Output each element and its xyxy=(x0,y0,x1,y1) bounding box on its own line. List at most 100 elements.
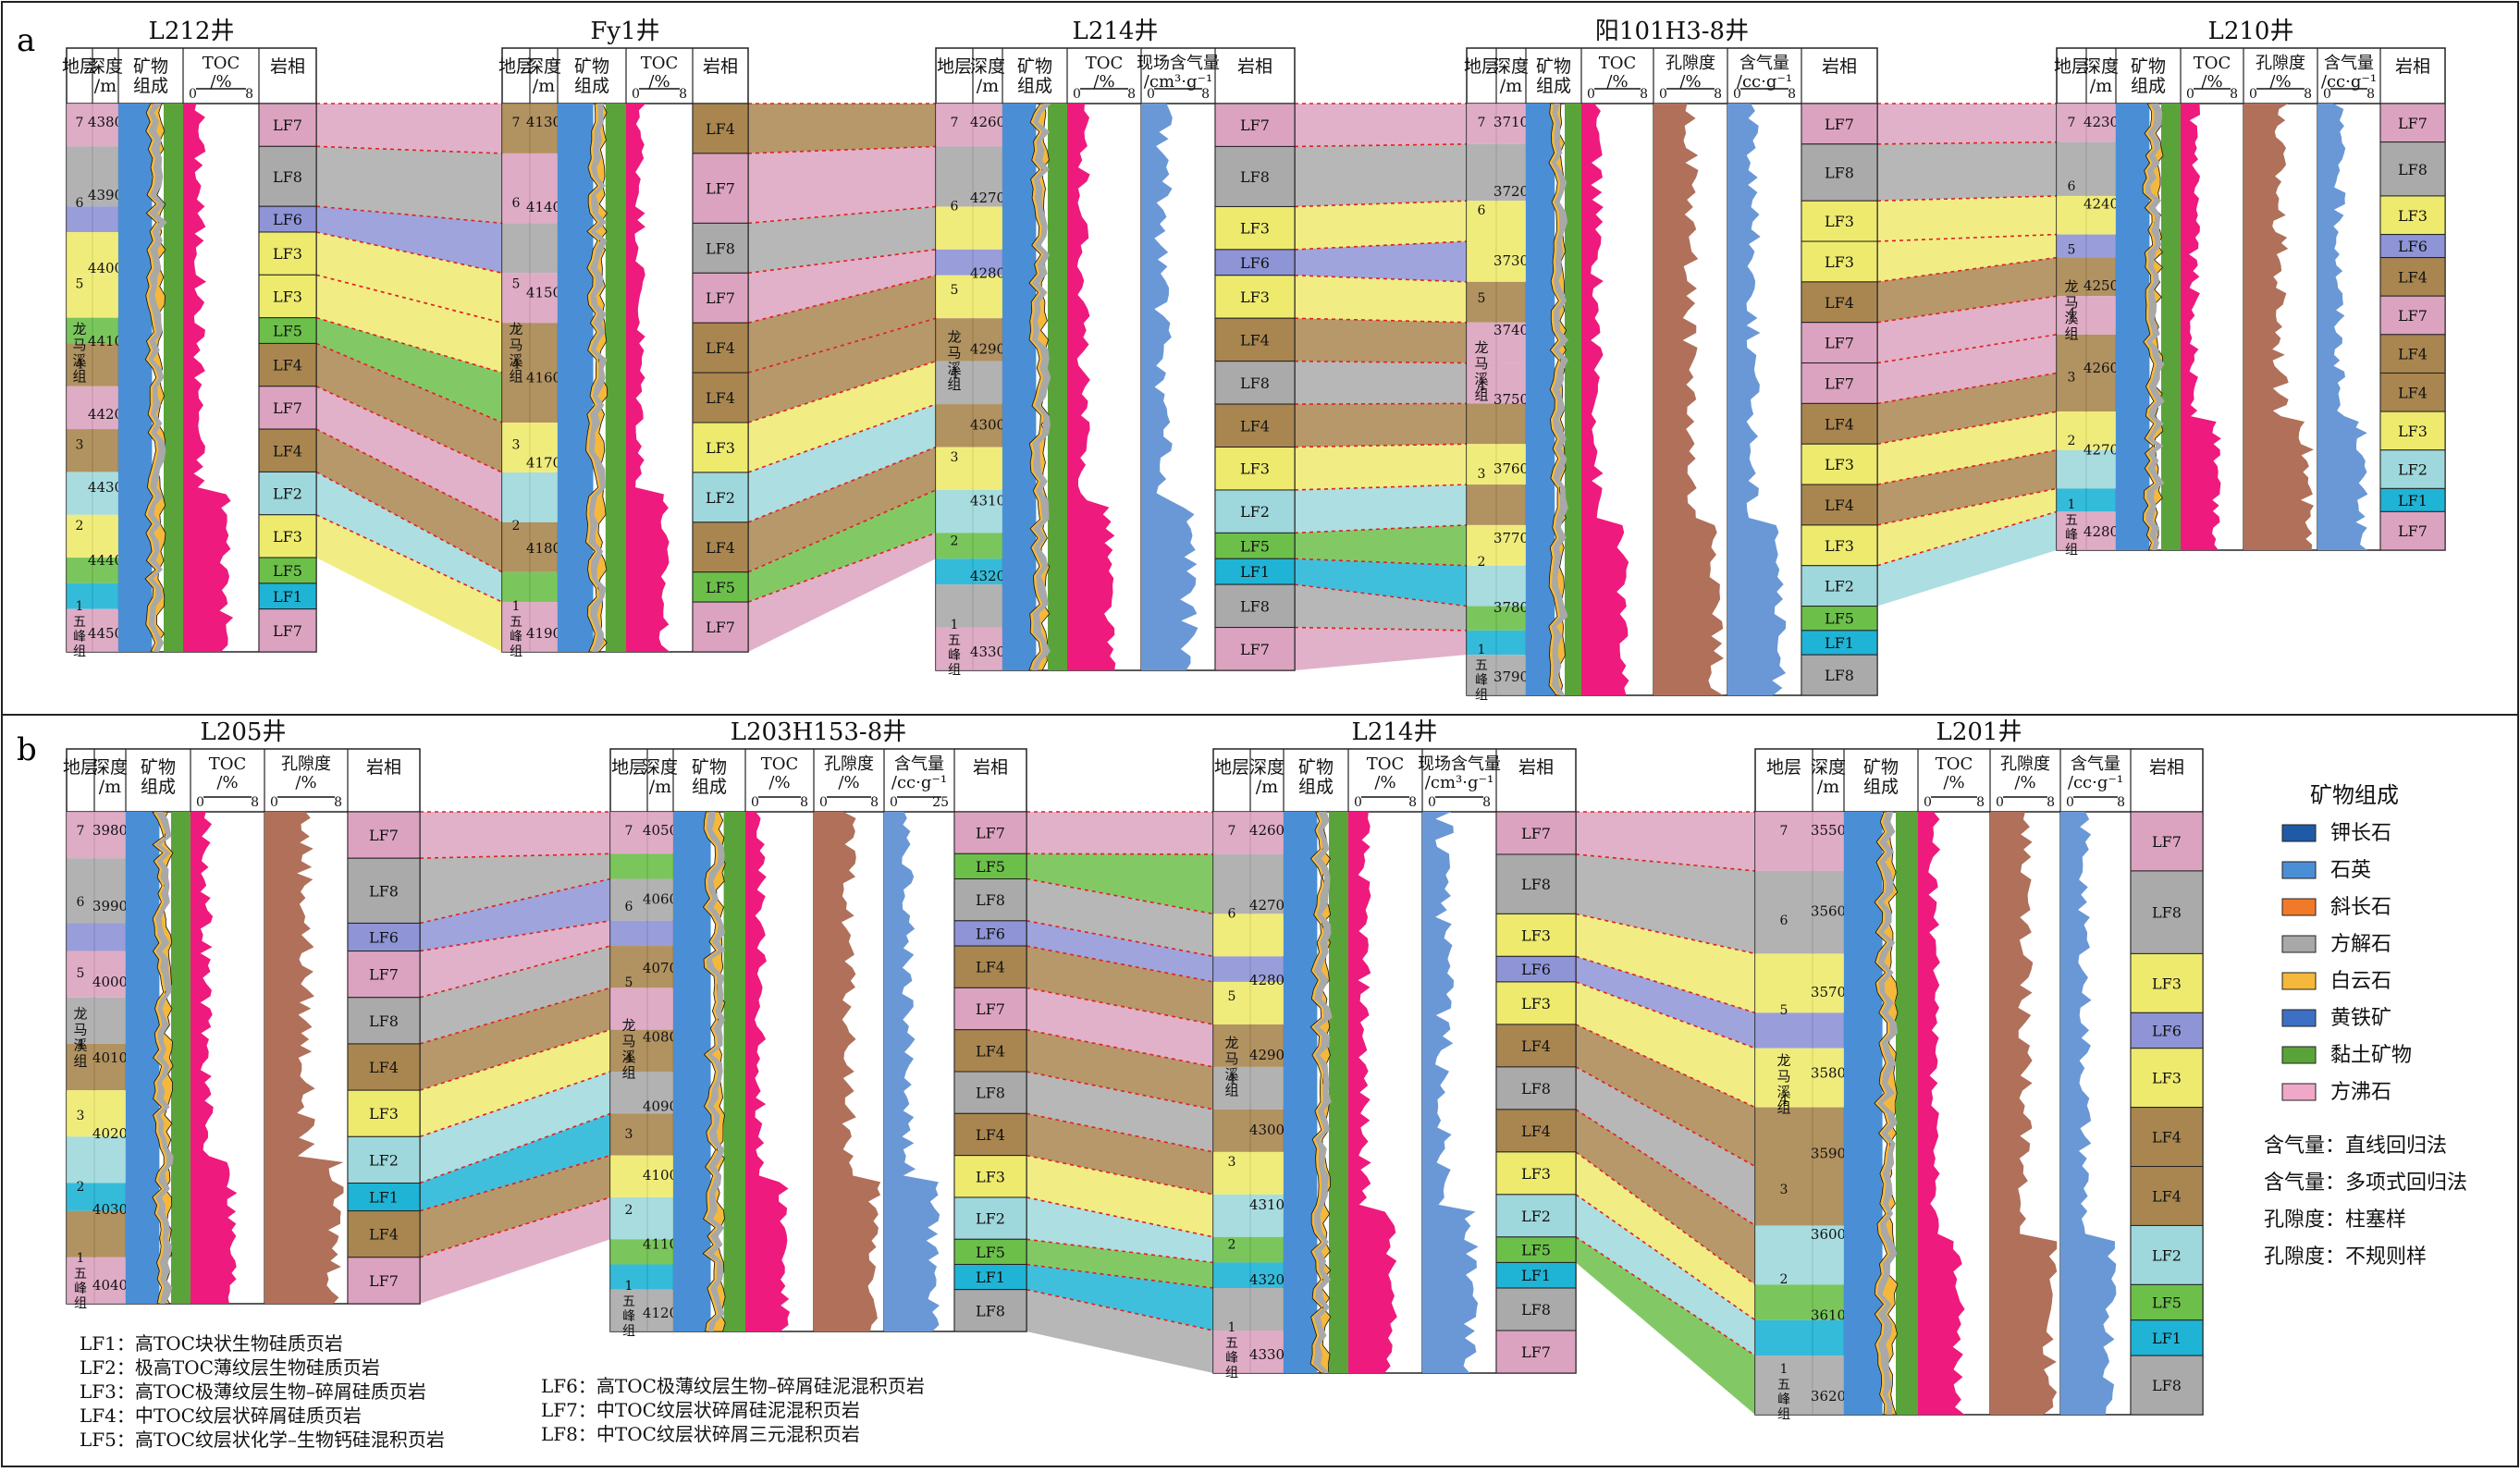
facies-band-bg xyxy=(1755,953,1844,1013)
column-header-porosity: /% xyxy=(295,773,316,792)
column-header-depth: 深度 xyxy=(1249,757,1285,778)
facies-label: LF4 xyxy=(706,389,735,407)
correlation-line xyxy=(315,145,503,154)
correlation-line xyxy=(419,1196,611,1258)
column-header-depth: /m xyxy=(649,777,671,797)
unit-label: 6 xyxy=(951,200,959,215)
facies-box xyxy=(2379,295,2446,336)
facies-band-bg xyxy=(936,318,1002,362)
facies-box xyxy=(692,272,749,324)
facies-box xyxy=(258,386,317,430)
facies-band-bg xyxy=(1755,1319,1844,1356)
scale-min: 0 xyxy=(2066,795,2074,810)
facies-box xyxy=(1495,913,1577,957)
facies-box xyxy=(2379,257,2446,297)
depth-tick: 4050 xyxy=(643,822,678,839)
facies-box xyxy=(953,1263,1027,1291)
scale-max: 8 xyxy=(1788,87,1796,102)
correlation-band xyxy=(1295,558,1467,607)
calcite-band xyxy=(154,812,174,1304)
column-header-toc: TOC xyxy=(2194,54,2231,73)
facies-box xyxy=(258,103,317,147)
legend-swatch xyxy=(2281,898,2317,916)
depth-tick: 4240 xyxy=(2084,196,2119,213)
column-header-porosity: /% xyxy=(1679,72,1701,92)
column-header-mineral: 组成 xyxy=(1017,76,1052,96)
facies-box xyxy=(1495,1109,1577,1153)
correlation-band xyxy=(1026,1155,1213,1237)
facies-label: LF7 xyxy=(1521,1343,1551,1361)
formation-label: 龙 xyxy=(1474,339,1488,356)
unit-label: 6 xyxy=(2068,179,2076,194)
depth-tick: 4180 xyxy=(526,540,561,557)
correlation-line xyxy=(419,945,611,999)
clay-fill xyxy=(2161,104,2181,550)
column-header-facies: 岩相 xyxy=(2149,757,2184,778)
facies-band-bg xyxy=(2057,141,2116,196)
gas-content-curve xyxy=(1727,104,1787,695)
facies-band-bg xyxy=(2057,234,2116,258)
column-header-depth: /m xyxy=(533,76,555,96)
depth-tick: 4280 xyxy=(1249,972,1285,988)
correlation-band xyxy=(420,1113,610,1211)
facies-band-bg xyxy=(67,146,118,207)
correlation-line xyxy=(315,386,503,473)
correlation-band xyxy=(420,946,610,1044)
unit-label: 5 xyxy=(77,966,85,981)
facies-label: LF5 xyxy=(976,1244,1005,1261)
correlation-line xyxy=(1294,402,1468,405)
correlation-line xyxy=(1575,853,1756,872)
correlation-line xyxy=(1575,1151,1756,1286)
correlation-band xyxy=(420,1155,610,1257)
formation-label: 马 xyxy=(1474,355,1488,372)
column-header-depth: /m xyxy=(1500,76,1522,96)
column-header-fieldgas: 现场含气量 xyxy=(1137,54,1220,73)
facies-band-bg xyxy=(610,1289,673,1331)
column-header-mineral: 组成 xyxy=(692,777,727,797)
formation-label: 峰 xyxy=(510,630,522,644)
facies-label: LF7 xyxy=(706,289,735,307)
facies-box xyxy=(2130,1224,2204,1285)
clay-fill xyxy=(1048,104,1067,670)
unit-label: 3 xyxy=(2068,370,2076,385)
facies-box xyxy=(258,514,317,558)
scale-max: 8 xyxy=(800,795,808,810)
facies-label: LF4 xyxy=(706,539,735,557)
facies-band-bg xyxy=(610,1196,673,1240)
facies-band-bg xyxy=(936,558,1002,585)
column-header-formation: 地层 xyxy=(1214,757,1249,778)
formation-label: 溪 xyxy=(947,360,961,376)
depth-tick: 4230 xyxy=(2084,114,2119,130)
correlation-band xyxy=(1295,275,1467,323)
facies-box xyxy=(1801,402,1878,445)
unit-label: 2 xyxy=(951,534,959,549)
scale-min: 0 xyxy=(2186,87,2194,102)
unit-label: 7 xyxy=(512,116,521,130)
correlation-band xyxy=(1295,143,1467,207)
depth-tick: 4100 xyxy=(643,1167,678,1184)
facies-band-bg xyxy=(1755,1048,1844,1108)
facies-label: LF7 xyxy=(273,622,302,640)
correlation-band xyxy=(316,206,502,274)
facies-label: LF7 xyxy=(273,399,302,417)
correlation-band xyxy=(1026,1196,1213,1263)
formation-label: 龙 xyxy=(72,321,86,337)
depth-tick: 3570 xyxy=(1811,984,1846,1000)
facies-label: LF7 xyxy=(1521,825,1551,842)
scale-min: 0 xyxy=(751,795,759,810)
correlation-band xyxy=(1295,444,1467,490)
facies-band-bg xyxy=(2057,296,2116,335)
correlation-band xyxy=(1026,1113,1213,1195)
depth-tick: 4070 xyxy=(643,960,678,976)
facies-label: LF1 xyxy=(2398,492,2428,509)
facies-band-bg xyxy=(1467,322,1526,363)
correlation-band xyxy=(1026,1072,1213,1152)
correlation-line xyxy=(1026,1071,1214,1110)
facies-band-bg xyxy=(1467,281,1526,323)
column-header-depth: 深度 xyxy=(643,757,678,778)
column-header-gas: 含气量 xyxy=(1739,54,1789,73)
scale-max: 8 xyxy=(2047,795,2055,810)
facies-box xyxy=(692,601,749,653)
correlation-band xyxy=(748,404,936,522)
